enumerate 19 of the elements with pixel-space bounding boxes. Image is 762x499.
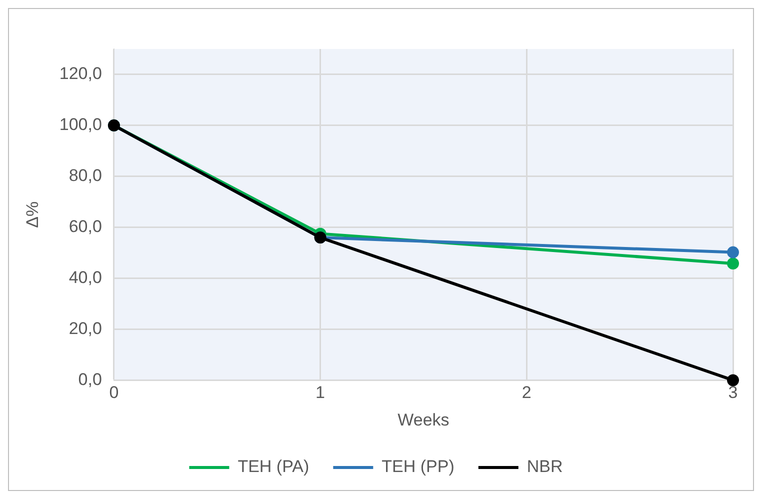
point [727,246,739,258]
y-tick-label: 100,0 [59,115,102,134]
y-tick-label: 80,0 [68,166,102,186]
y-tick-label: 20,0 [68,318,102,338]
x-tick-label: 0 [109,383,119,402]
legend-label: NBR [526,457,563,476]
point [727,374,739,386]
y-axis-title: Δ% [22,201,42,228]
x-tick-label: 2 [522,383,532,402]
point [727,258,739,270]
x-axis-title: Weeks [398,410,450,430]
y-tick-label: 120,0 [59,64,102,84]
legend-label: TEH (PA) [238,457,310,476]
x-tick-label: 1 [316,383,326,402]
legend-label: TEH (PP) [382,457,454,476]
y-tick-label: 60,0 [68,217,102,236]
y-tick-label: 40,0 [68,268,102,287]
x-tick-label: 3 [728,383,738,402]
y-tick-label: 0,0 [78,370,102,389]
